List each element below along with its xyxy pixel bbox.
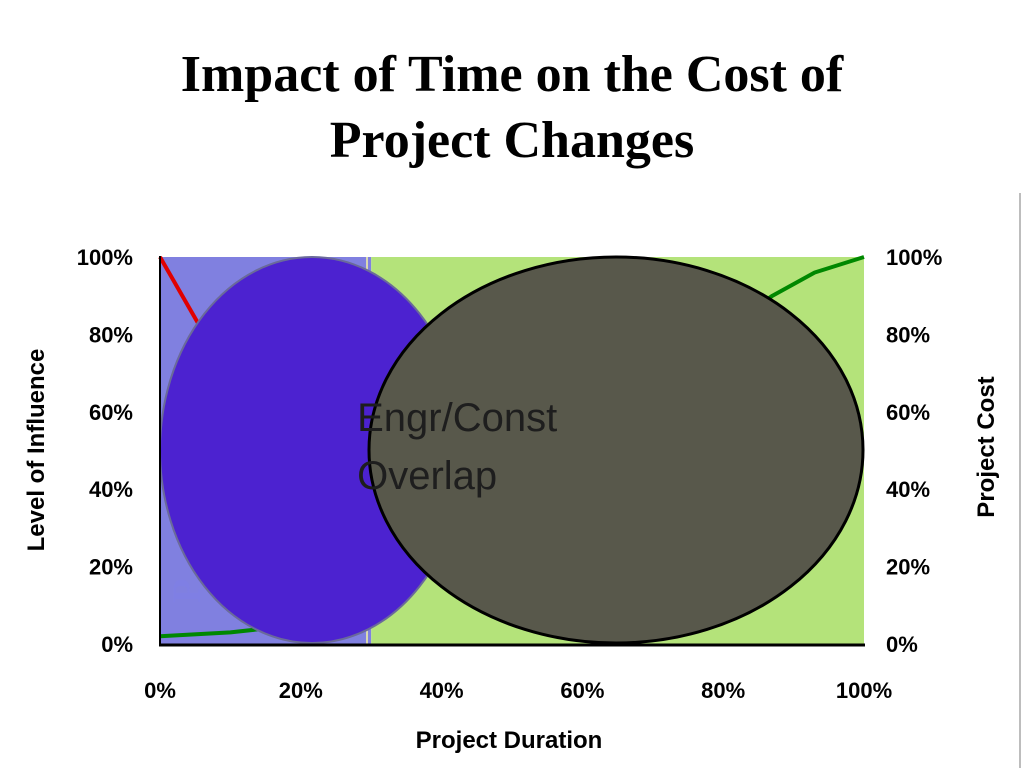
y-tick-left: 20%	[89, 555, 133, 580]
y-tick-labels-right: 0% 20% 40% 60% 80% 100%	[886, 245, 942, 657]
x-tick: 0%	[144, 678, 176, 703]
y-tick-right: 40%	[886, 477, 930, 502]
y-tick-right: 0%	[886, 632, 918, 657]
y-tick-right: 80%	[886, 322, 930, 347]
y-tick-left: 60%	[89, 400, 133, 425]
x-tick-labels: 0% 20% 40% 60% 80% 100%	[144, 678, 892, 703]
y-tick-left: 0%	[101, 632, 133, 657]
y-tick-left: 40%	[89, 477, 133, 502]
x-tick: 60%	[560, 678, 604, 703]
slide-title-line-1: Impact of Time on the Cost of	[180, 46, 844, 103]
partial-phase-label: P	[164, 579, 209, 603]
x-tick: 100%	[836, 678, 892, 703]
y-tick-right: 20%	[886, 555, 930, 580]
series-line-1	[158, 256, 204, 332]
x-tick: 40%	[420, 678, 464, 703]
y-tick-right: 60%	[886, 400, 930, 425]
y-tick-left: 80%	[89, 322, 133, 347]
x-tick: 80%	[701, 678, 745, 703]
gray-overlay-ellipse	[367, 255, 865, 645]
y-tick-left: 100%	[77, 245, 133, 270]
slide-frame-edge	[1019, 193, 1021, 768]
y-tick-labels-left: 0% 20% 40% 60% 80% 100%	[77, 245, 133, 657]
x-tick: 20%	[279, 678, 323, 703]
annotation-layer: Engr/Const Overlap	[357, 396, 557, 498]
y-axis-label-right: Project Cost	[973, 376, 1000, 517]
y-axis-label-left: Level of Influence	[23, 349, 50, 552]
annotation-label-1: Engr/Const	[357, 396, 557, 440]
y-tick-right: 100%	[886, 245, 942, 270]
slide-title: Impact of Time on the Cost of Project Ch…	[0, 42, 1024, 174]
annotation-label-2: Overlap	[357, 454, 497, 498]
slide-title-line-2: Project Changes	[329, 112, 695, 169]
x-axis-label: Project Duration	[416, 727, 603, 754]
